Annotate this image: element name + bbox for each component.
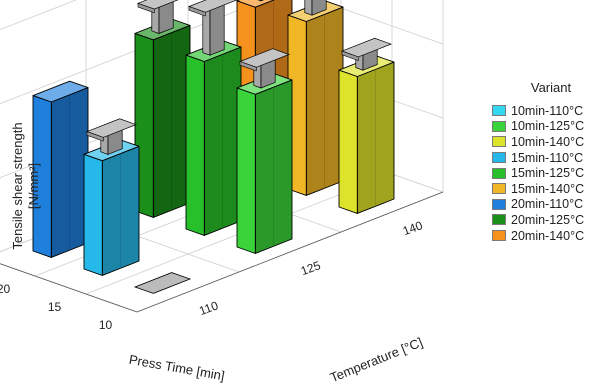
temperature-tick-label: 140	[401, 218, 425, 238]
legend-item: 15min-125°C	[492, 165, 616, 181]
press-time-tick-label: 20	[0, 282, 10, 296]
legend-label: 20min-110°C	[511, 197, 584, 212]
legend-swatch	[492, 105, 506, 117]
legend-label: 20min-125°C	[511, 212, 585, 227]
legend-swatch	[492, 136, 506, 148]
legend-item: 15min-140°C	[492, 181, 616, 197]
legend-label: 10min-140°C	[511, 134, 585, 149]
legend-item: 10min-140°C	[492, 134, 616, 150]
legend-swatch	[492, 230, 506, 242]
chart-bars	[32, 0, 395, 294]
legend-item: 10min-110°C	[492, 103, 616, 119]
press-time-tick-label: 15	[48, 300, 62, 314]
legend-item: 10min-125°C	[492, 119, 616, 135]
legend-item: 20min-110°C	[492, 197, 616, 213]
bar-20min-125°C	[134, 0, 191, 218]
press-time-tick-label: 10	[99, 318, 113, 332]
chart-ticks: 0123201510110125140	[0, 218, 425, 332]
legend-item: 15min-110°C	[492, 150, 616, 166]
temperature-tick-label: 110	[197, 298, 220, 318]
temperature-tick-label: 125	[299, 258, 323, 278]
legend-label: 20min-140°C	[511, 228, 585, 243]
legend-label: 15min-140°C	[511, 181, 585, 196]
legend-label: 10min-110°C	[511, 103, 584, 118]
legend-label: 10min-125°C	[511, 119, 585, 134]
legend-swatch	[492, 183, 506, 195]
legend-swatch	[492, 152, 506, 164]
bar-15min-125°C	[185, 0, 242, 236]
legend-swatch	[492, 167, 506, 179]
bar-10min-125°C	[236, 48, 293, 254]
bar-15min-110°C	[83, 118, 140, 276]
bar-10min-140°C	[338, 37, 395, 214]
legend-item: 20min-125°C	[492, 212, 616, 228]
x-axis-label: Press Time [min]	[128, 352, 226, 384]
legend-swatch	[492, 120, 506, 132]
legend-label: 15min-125°C	[511, 166, 585, 181]
legend-swatch	[492, 214, 506, 226]
legend-item: 20min-140°C	[492, 228, 616, 244]
legend-label: 15min-110°C	[511, 150, 584, 165]
bar-15min-140°C	[287, 0, 344, 196]
legend-swatch	[492, 198, 506, 210]
y-axis-label-line1: Tensile shear strength	[10, 122, 25, 249]
z-axis-label: Temperature [°C]	[328, 334, 425, 385]
bar-20min-110°C	[32, 80, 89, 258]
y-axis-label-line2: [N/mm²]	[26, 163, 41, 209]
legend: Variant 10min-110°C 10min-125°C 10min-140°…	[492, 80, 616, 243]
legend-title: Variant	[530, 80, 572, 95]
bar-10min-110°C	[133, 272, 192, 294]
